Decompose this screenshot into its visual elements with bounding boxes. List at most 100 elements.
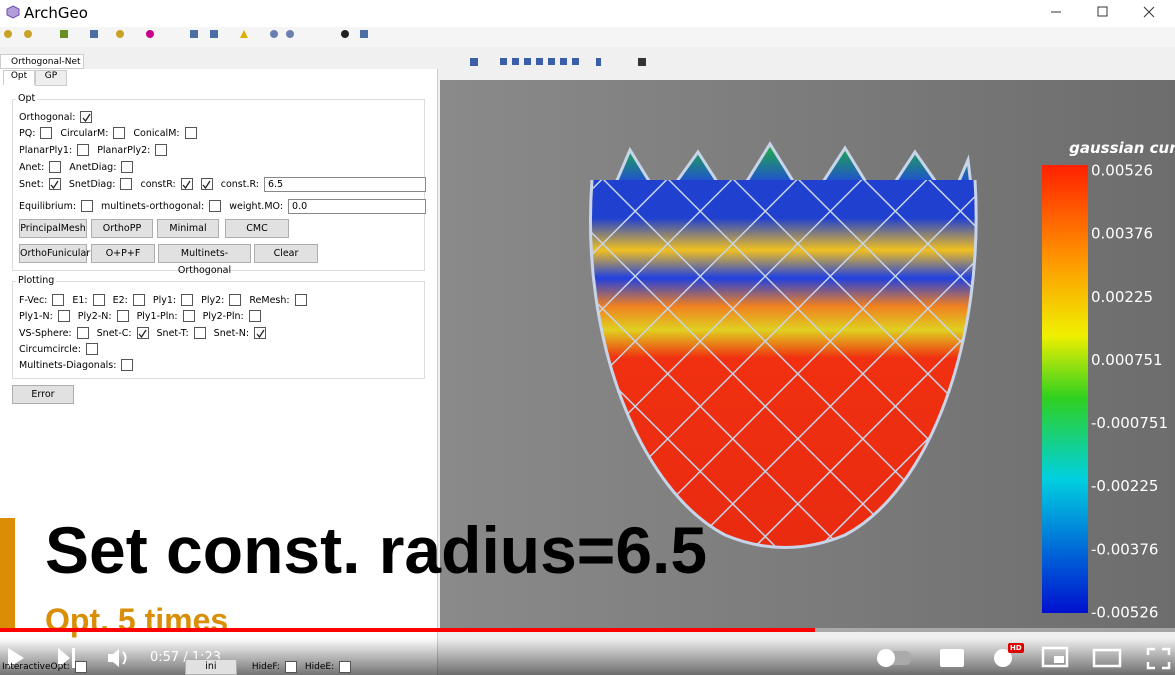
- label: AnetDiag:: [69, 161, 117, 173]
- checkbox[interactable]: [121, 359, 134, 371]
- checkbox[interactable]: [136, 327, 149, 339]
- form-item: SnetDiag:: [69, 178, 133, 190]
- viewer-toolbar[interactable]: [440, 54, 1175, 80]
- label: F-Vec:: [19, 294, 48, 306]
- player-controls[interactable]: [0, 640, 1175, 675]
- form-item: Snet-T:: [157, 327, 206, 339]
- checkbox[interactable]: [200, 178, 213, 190]
- checkbox[interactable]: [294, 294, 307, 306]
- text-field[interactable]: 0.0: [288, 198, 426, 214]
- checkbox[interactable]: [113, 127, 126, 139]
- form-item: Anet:: [19, 161, 62, 173]
- form-row: Multinets-Diagonals:: [19, 358, 429, 372]
- label: constR:: [140, 178, 176, 190]
- button[interactable]: O+P+F: [91, 244, 155, 263]
- form-item: Ply1-Pln:: [137, 310, 195, 322]
- subtab[interactable]: Opt: [3, 70, 35, 85]
- button[interactable]: OrthoPP: [91, 219, 153, 238]
- label: Ply1:: [152, 294, 177, 306]
- checkbox[interactable]: [40, 127, 53, 139]
- check-mark: [182, 180, 191, 189]
- button[interactable]: PrincipalMesh: [19, 219, 87, 238]
- form-item: PQ:: [19, 127, 53, 139]
- label: PQ:: [19, 127, 36, 139]
- checkbox[interactable]: [254, 327, 267, 339]
- form-row: PQ: CircularM: ConicalM:: [19, 126, 429, 140]
- checkbox[interactable]: [77, 144, 90, 156]
- colorbar-title: gaussian curv.: [1069, 139, 1175, 157]
- form-item: E2:: [113, 294, 145, 306]
- toolbar[interactable]: [0, 27, 1175, 47]
- form-item: Orthogonal:: [19, 111, 93, 123]
- form-item: Snet-C:: [97, 327, 149, 339]
- checkbox[interactable]: [48, 178, 61, 190]
- check-mark: [256, 329, 265, 338]
- checkbox[interactable]: [182, 310, 195, 322]
- form-item: CircularM:: [60, 127, 126, 139]
- checkbox[interactable]: [184, 127, 197, 139]
- button[interactable]: Multinets-Orthogonal: [158, 244, 251, 276]
- group-title: Opt: [16, 93, 38, 104]
- label: HideE:: [304, 662, 335, 672]
- checkbox[interactable]: [80, 111, 93, 123]
- colorbar-label: -0.00526: [1091, 604, 1158, 622]
- label: ConicalM:: [133, 127, 180, 139]
- form-item: const.R: 6.5: [221, 176, 426, 192]
- text-field[interactable]: 6.5: [263, 176, 426, 192]
- checkbox[interactable]: [339, 661, 352, 673]
- checkbox[interactable]: [121, 161, 134, 173]
- window-controls[interactable]: [1040, 0, 1175, 27]
- button[interactable]: Clear: [254, 244, 318, 263]
- checkbox[interactable]: [85, 343, 98, 355]
- checkbox[interactable]: [49, 161, 62, 173]
- form-item: Snet-N:: [213, 327, 267, 339]
- button[interactable]: Minimal: [157, 219, 219, 238]
- form-item: Ply2-Pln:: [203, 310, 261, 322]
- checkbox[interactable]: [155, 144, 168, 156]
- checkbox[interactable]: [81, 200, 94, 212]
- panel-tab[interactable]: Orthogonal-Net: [0, 54, 84, 69]
- checkbox[interactable]: [52, 294, 65, 306]
- checkbox[interactable]: [57, 310, 70, 322]
- form-item: Ply2:: [201, 294, 242, 306]
- checkbox[interactable]: [248, 310, 261, 322]
- colorbar-label: 0.00225: [1091, 288, 1153, 306]
- checkbox[interactable]: [116, 310, 129, 322]
- viewer[interactable]: gaussian curv. 0.00526 0.00376 0.00225 0.00…: [440, 80, 1175, 632]
- checkbox[interactable]: [120, 178, 133, 190]
- checkbox[interactable]: [76, 327, 89, 339]
- button[interactable]: OrthoFunicular: [19, 244, 90, 263]
- checkbox[interactable]: [132, 294, 145, 306]
- colorbar: [1042, 165, 1088, 613]
- checkbox[interactable]: [181, 294, 194, 306]
- viewer-icons[interactable]: [440, 54, 670, 74]
- button[interactable]: ini: [184, 659, 237, 675]
- form-item: Snet:: [19, 178, 61, 190]
- form-row: Circumcircle:: [19, 342, 429, 356]
- form-item: ConicalM:: [133, 127, 197, 139]
- error-button[interactable]: Error: [12, 385, 74, 404]
- label: Snet-N:: [213, 327, 250, 339]
- subtab[interactable]: GP: [35, 70, 67, 86]
- colorbar-label: 0.00376: [1091, 225, 1153, 243]
- checkbox[interactable]: [74, 661, 87, 673]
- form-row: F-Vec: E1: E2: Ply1: Ply2: ReMesh:: [19, 293, 429, 307]
- form-item: Equilibrium:: [19, 200, 94, 212]
- checkbox[interactable]: [229, 294, 242, 306]
- label: Ply2:: [201, 294, 225, 306]
- button[interactable]: CMC: [225, 219, 289, 238]
- label: Multinets-Diagonals:: [19, 359, 117, 371]
- plotting-group: [12, 281, 425, 379]
- checkbox[interactable]: [209, 200, 222, 212]
- progress-track[interactable]: [0, 628, 1175, 632]
- form-row: Snet: SnetDiag: constR: const.R: 6.5: [19, 176, 429, 192]
- form-item: InteractiveOpt:: [2, 661, 87, 673]
- checkbox[interactable]: [284, 661, 297, 673]
- checkbox[interactable]: [180, 178, 193, 190]
- checkbox[interactable]: [193, 327, 206, 339]
- caption-bar: [0, 518, 15, 630]
- checkbox[interactable]: [92, 294, 105, 306]
- form-row: VS-Sphere: Snet-C: Snet-T: Snet-N:: [19, 326, 429, 340]
- toolbar-icons[interactable]: [0, 27, 380, 47]
- title-bar: ArchGeo: [0, 0, 1175, 27]
